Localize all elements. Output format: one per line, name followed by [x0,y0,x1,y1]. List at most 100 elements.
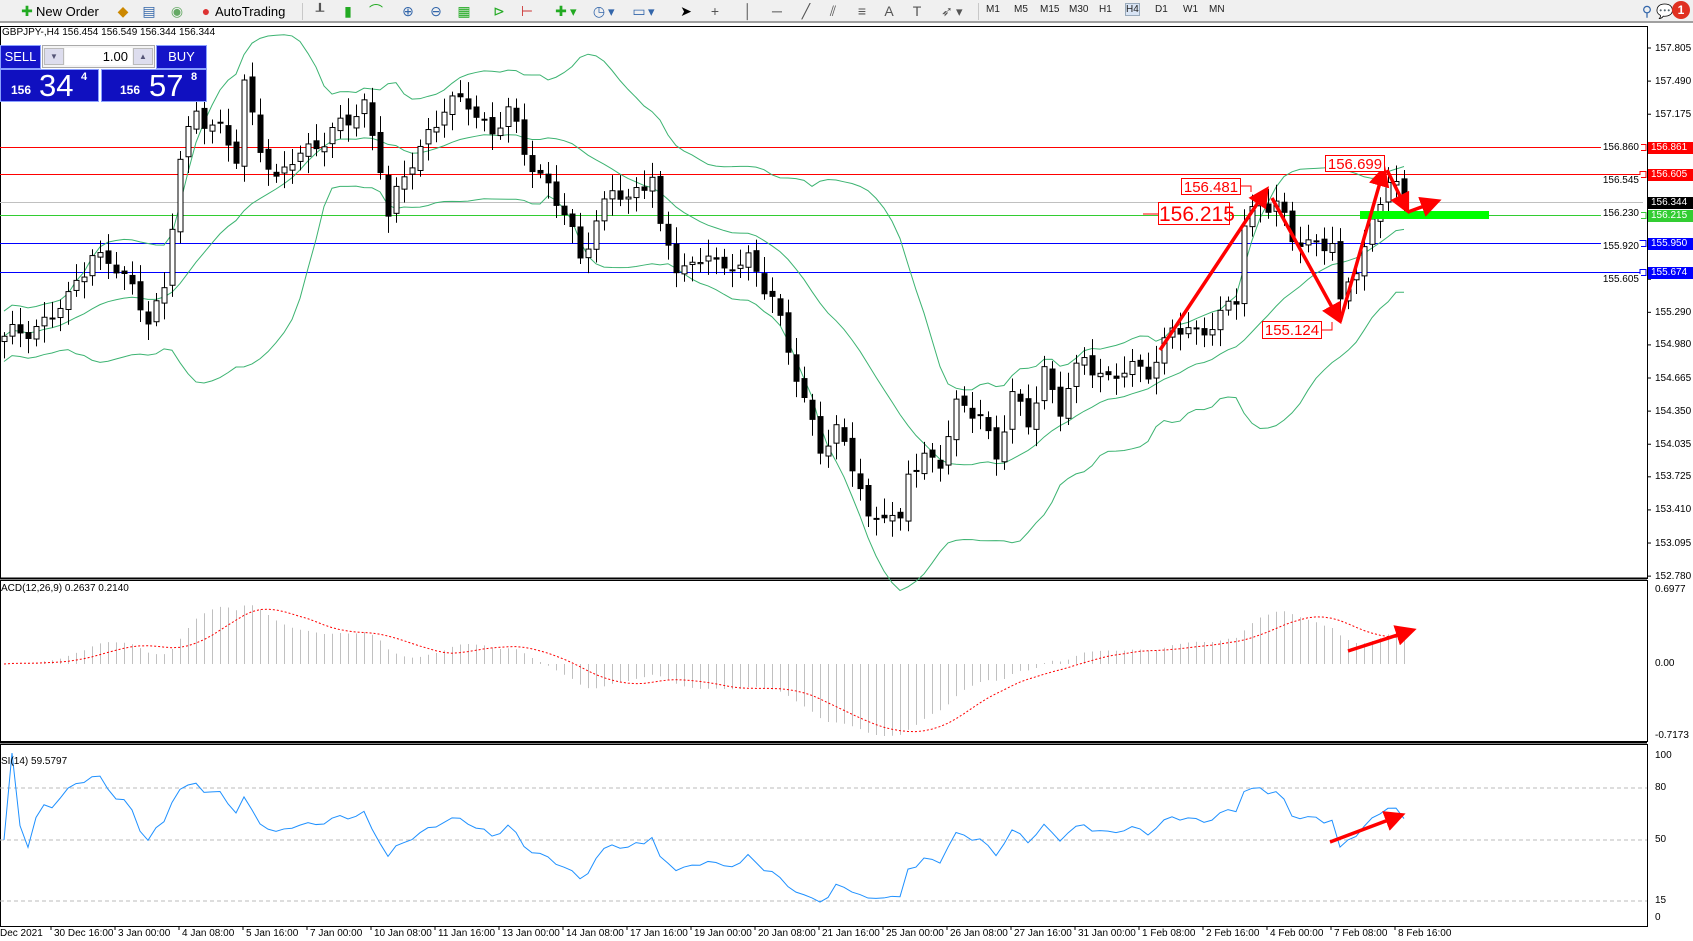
search-button[interactable]: ⚲ [1638,2,1656,20]
candle [209,119,216,144]
timeframe-m30[interactable]: M30 [1069,4,1089,15]
text-label-button[interactable]: T [908,2,926,20]
price-annotation-label: 156.481 [1181,178,1241,195]
candle-body [137,281,144,311]
timeframe-mn[interactable]: MN [1209,4,1225,15]
timeframe-m15[interactable]: M15 [1040,4,1060,15]
annotation-arrow [1407,197,1442,217]
candle-body [169,228,176,286]
candle [1025,384,1032,435]
candle-body [1337,241,1344,300]
timeframe-m5[interactable]: M5 [1014,4,1028,15]
candle [321,132,328,167]
signals-button[interactable]: ◉ [168,2,186,20]
autoscroll-button[interactable]: ⊳ [490,2,508,20]
candle [177,150,184,244]
candle [1153,345,1160,395]
text-button[interactable]: A [880,2,898,20]
periods-button[interactable]: ◷ ▾ [590,2,615,20]
horizontal-line-button[interactable]: ─ [768,2,786,20]
candle-body [729,269,736,272]
notification-button[interactable]: 💬 [1656,2,1674,20]
vertical-line-button[interactable]: │ [739,2,757,20]
sell-price-button[interactable]: 156 34 4 [0,69,99,102]
candle-body [273,171,280,177]
candle-body [369,102,376,136]
annotation-connector [1322,322,1333,331]
volume-down-icon[interactable]: ▼ [44,48,64,65]
candle [1209,312,1216,346]
candle [705,239,712,275]
market-watch-button[interactable]: ▤ [140,2,158,20]
zoom-in-button[interactable]: ⊕ [399,2,417,20]
buy-price-button[interactable]: 156 57 8 [101,69,207,102]
timeframe-w1[interactable]: W1 [1183,4,1198,15]
timeframe-h1[interactable]: H1 [1099,4,1112,15]
candle [81,262,88,299]
rsi-axis-0: 0 [1655,912,1661,923]
timeframe-h4[interactable]: H4 [1125,3,1140,16]
candle-body [1177,328,1184,335]
candle [1057,371,1064,432]
sell-button[interactable]: SELL [0,45,41,69]
autotrading-button[interactable]: ● AutoTrading [197,2,286,20]
chart-shift-button[interactable]: ⊢ [518,2,536,20]
candle [897,507,904,531]
crosshair-icon: + [710,3,720,19]
candle-body [209,124,216,132]
volume-input[interactable]: 1.00 [65,48,132,65]
line-chart-button[interactable]: ⌒ [367,2,385,20]
candle [601,191,608,231]
candle-body [809,399,816,420]
equidistant-channel-button[interactable]: ⫽ [824,2,842,20]
crosshair-button[interactable]: + [706,2,724,20]
candle-body [41,316,48,327]
candle-body [1,335,8,343]
candle [697,248,704,273]
cursor-button[interactable]: ➤ [677,2,695,20]
text-icon: A [884,3,894,19]
candlestick-button[interactable]: ▮ [339,2,357,20]
templates-button[interactable]: ▭ ▾ [630,2,654,20]
bar-chart-button[interactable]: ┸ [311,2,329,20]
candle [97,240,104,271]
candle-body [1137,359,1144,367]
tile-windows-button[interactable]: ▦ [455,2,473,20]
metaeditor-button[interactable]: ◆ [114,2,132,20]
candle-body [929,449,936,458]
candle-body [233,141,240,164]
fibonacci-button[interactable]: ≡ [853,2,871,20]
candle-body [633,187,640,199]
indicators-button[interactable]: ✚ ▾ [552,2,576,20]
candle-body [481,118,488,121]
buy-button[interactable]: BUY [156,45,207,69]
candle-body [265,148,272,170]
candle [9,310,16,345]
timeframe-m1[interactable]: M1 [986,4,1000,15]
volume-stepper[interactable]: ▼ 1.00 ▲ [42,45,155,68]
volume-up-icon[interactable]: ▲ [133,48,153,65]
arrows-button[interactable]: ➶ ▾ [938,2,962,20]
candle-body [625,196,632,200]
candle-body [377,131,384,174]
candle [281,151,288,189]
new-order-icon: ✚ [21,3,33,19]
trendline-button[interactable]: ╱ [797,2,815,20]
zoom-out-button[interactable]: ⊖ [427,2,445,20]
new-order-button[interactable]: ✚ New Order [18,2,99,20]
candle [1017,389,1024,416]
candle-body [281,166,288,174]
candle [665,211,672,260]
candle [1225,296,1232,316]
candle [977,399,984,430]
candle-body [1385,181,1392,203]
candle [1,332,8,359]
candle [337,104,344,139]
timeframe-d1[interactable]: D1 [1155,4,1168,15]
price-axis-label: 154.350 [1655,405,1692,417]
indicators-icon: ✚ [555,3,567,19]
candle-body [1017,393,1024,402]
candle [929,442,936,473]
candle [1065,372,1072,425]
